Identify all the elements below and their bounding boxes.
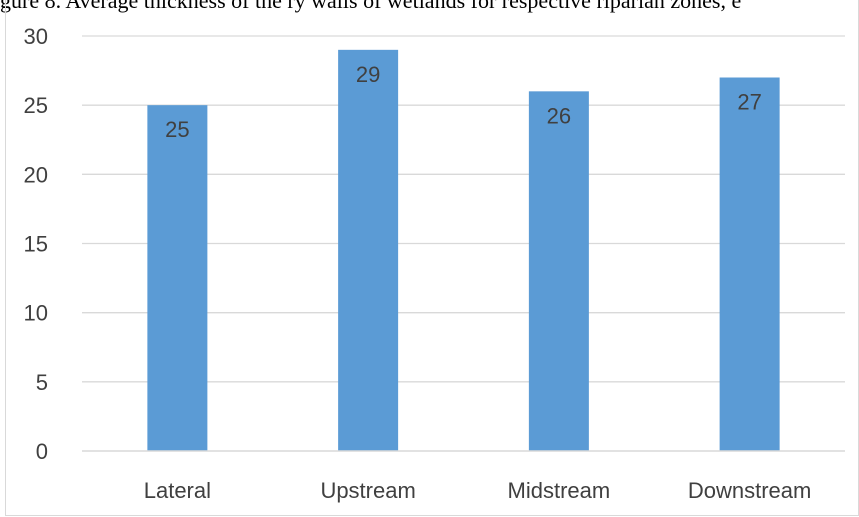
category-label: Lateral	[144, 478, 211, 503]
y-tick-label: 15	[24, 232, 48, 257]
y-tick-label: 30	[24, 24, 48, 49]
category-label: Upstream	[320, 478, 415, 503]
bar	[719, 77, 780, 451]
y-axis-tick-labels: 0 5 10 15 20 25 30	[24, 24, 48, 464]
y-tick-label: 20	[24, 162, 48, 187]
gridlines	[82, 35, 845, 383]
data-label: 25	[165, 117, 189, 142]
category-label: Downstream	[688, 478, 811, 503]
x-axis-category-labels: Lateral Upstream Midstream Downstream	[144, 478, 812, 503]
bar	[147, 105, 208, 452]
y-tick-label: 25	[24, 93, 48, 118]
clipped-caption-text: gure 8. Average thickness of the ry wall…	[0, 0, 742, 13]
y-tick-label: 0	[36, 439, 48, 464]
y-tick-label: 10	[24, 301, 48, 326]
data-label: 26	[547, 103, 571, 128]
bar	[528, 91, 589, 451]
data-labels: 25 29 26 27	[165, 62, 762, 142]
bar	[338, 49, 399, 451]
data-label: 27	[737, 90, 761, 115]
y-tick-label: 5	[36, 370, 48, 395]
bars	[147, 49, 780, 452]
data-label: 29	[356, 62, 380, 87]
category-label: Midstream	[508, 478, 611, 503]
